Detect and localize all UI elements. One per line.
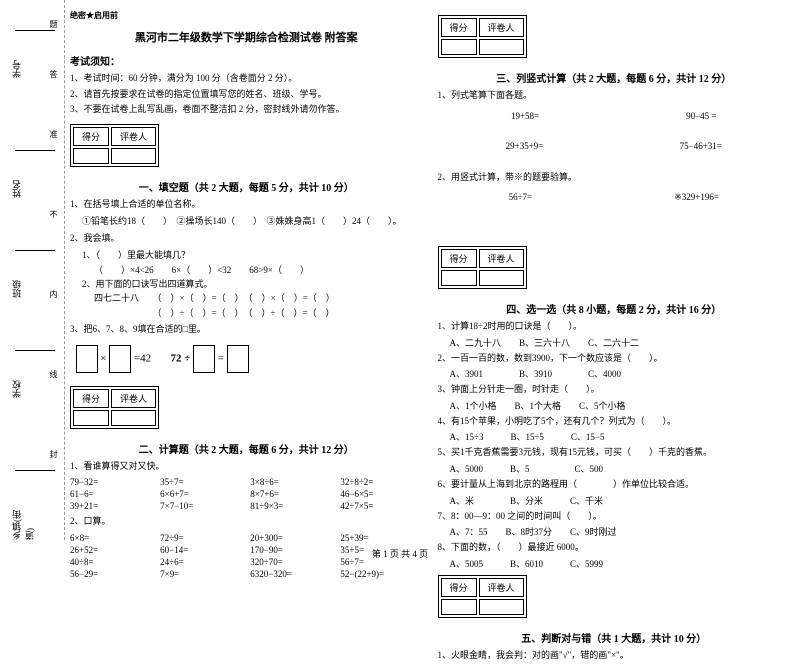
seal-char: 线 — [48, 370, 59, 378]
page-footer: 第 1 页 共 4 页 — [0, 547, 800, 560]
choice-options: A、7：55 B、8时37分 C、9时刚过 — [450, 525, 791, 538]
choice-list: 1、计算18÷2时用的口诀是（ ）。 A、二九十八 B、三六十八 C、二六十二 2、… — [438, 320, 791, 570]
score-box: 得分 评卷人 — [438, 15, 527, 58]
reviewer-label: 评卷人 — [111, 127, 156, 146]
seal-char: 准 — [48, 130, 59, 138]
choice-question: 5、买1千克香蕉需要3元钱，现有15元钱，可买（ ）千克的香蕉。 — [438, 446, 791, 459]
score-label: 得分 — [441, 18, 477, 37]
seal-char: 内 — [48, 290, 59, 298]
section-5-title: 五、判断对与错（共 1 大题，共计 10 分） — [438, 630, 791, 645]
binding-label-name: 姓名 — [10, 180, 23, 198]
binding-field — [15, 470, 55, 471]
choice-options: A、二九十八 B、三六十八 C、二六十二 — [450, 336, 791, 349]
seal-char: 答 — [48, 70, 59, 78]
score-box: 得分 评卷人 — [438, 575, 527, 618]
fill-box — [76, 345, 98, 373]
seal-char: 封 — [48, 450, 59, 458]
binding-label-class: 班级 — [10, 280, 23, 298]
binding-label-township: 乡镇(街道) — [10, 500, 36, 540]
notice-title: 考试须知： — [70, 53, 423, 68]
choice-options: A、15÷3 B、15÷5 C、15−5 — [450, 430, 791, 443]
section-2-title: 二、计算题（共 2 大题，每题 6 分，共计 12 分） — [70, 441, 423, 456]
q5-1: 1、火眼金睛，我会判：对的画"√"，错的画"×"。 — [438, 649, 791, 663]
seal-char: 不 — [48, 210, 59, 218]
choice-options: A、1个小格 B、1个大格 C、5个小格 — [450, 399, 791, 412]
notice-item: 1、考试时间：60 分钟，满分为 100 分（含卷面分 2 分）。 — [70, 72, 423, 85]
q3-1: 1、列式笔算下面各题。 — [438, 89, 791, 103]
fill-box — [227, 345, 249, 373]
fill-box — [109, 345, 131, 373]
q1-3: 3、把6、7、8、9填在合适的□里。 — [70, 323, 423, 337]
fill-box — [193, 345, 215, 373]
q2-1: 1、看谁算得又对又快。 — [70, 460, 423, 474]
q1-1: 1、在括号填上合适的单位名称。 — [70, 198, 423, 212]
choice-question: 7、8：00—9：00 之间的时间叫（ ）。 — [438, 510, 791, 523]
reviewer-label: 评卷人 — [479, 18, 524, 37]
calc-grid-1: 79−32=35÷7=3×8÷6=32÷8÷2= 61−6=6×6+7=8×7+… — [70, 477, 423, 511]
choice-question: 3、钟面上分针走一圈，时针走（ ）。 — [438, 383, 791, 396]
notice-item: 2、请首先按要求在试卷的指定位置填写您的姓名、班级、学号。 — [70, 88, 423, 101]
choice-options: A、3901 B、3910 C、4000 — [450, 367, 791, 380]
binding-field — [15, 250, 55, 251]
q2-2: 2、口算。 — [70, 515, 423, 529]
section-3-title: 三、列竖式计算（共 2 大题，每题 6 分，共计 12 分） — [438, 70, 791, 85]
q1-1-sub: ①铅笔长约18（ ） ②操场长140（ ） ③姝姝身高1（ ）24（ ）。 — [82, 214, 423, 228]
score-box: 得分 评卷人 — [438, 246, 527, 289]
reviewer-label: 评卷人 — [111, 389, 156, 408]
section-1-title: 一、填空题（共 2 大题，每题 5 分，共计 10 分） — [70, 179, 423, 194]
q1-2-1a: （ ）×4<26 6×（ ）<32 68>9×（ ） — [94, 263, 423, 277]
exam-title: 黑河市二年级数学下学期综合检测试卷 附答案 — [70, 29, 423, 45]
choice-options: A、米 B、分米 C、千米 — [450, 494, 791, 507]
box-equation: × =42 72 ÷ = — [70, 345, 423, 373]
binding-label-id: 学号 — [10, 60, 23, 78]
score-label: 得分 — [73, 127, 109, 146]
vertical-calc-row: 56÷7= ※329+196= — [438, 192, 791, 203]
q3-2: 2、用竖式计算，带※的题要验算。 — [438, 171, 791, 185]
reviewer-label: 评卷人 — [479, 578, 524, 597]
binding-field — [15, 350, 55, 351]
page-content: 绝密★启用前 黑河市二年级数学下学期综合检测试卷 附答案 考试须知： 1、考试时… — [70, 10, 790, 665]
vertical-calc-row: 29+35+9= 75−46+31= — [438, 141, 791, 151]
q1-2: 2、我会填。 — [70, 232, 423, 246]
binding-label-school: 学校 — [10, 380, 23, 398]
binding-edge: 乡镇(街道) 学校 班级 姓名 学号 封 线 内 不 准 答 题 — [0, 0, 65, 540]
section-4-title: 四、选一选（共 8 小题，每题 2 分，共计 16 分） — [438, 301, 791, 316]
binding-field — [15, 150, 55, 151]
q1-2-2a: 四七二十八 （ ）×（ ）=（ ） （ ）×（ ）=（ ） — [94, 291, 423, 305]
score-box: 得分 评卷人 — [70, 124, 159, 167]
binding-field — [15, 30, 55, 31]
choice-question: 2、一百一百的数，数到3900，下一个数应该是（ ）。 — [438, 352, 791, 365]
choice-question: 1、计算18÷2时用的口诀是（ ）。 — [438, 320, 791, 333]
left-column: 绝密★启用前 黑河市二年级数学下学期综合检测试卷 附答案 考试须知： 1、考试时… — [70, 10, 423, 665]
notice-item: 3、不要在试卷上乱写乱画，卷面不整洁扣 2 分，密封线外请勿作答。 — [70, 103, 423, 116]
choice-question: 4、有15个苹果，小明吃了5个，还有几个？列式为（ ）。 — [438, 415, 791, 428]
score-label: 得分 — [73, 389, 109, 408]
confidential-mark: 绝密★启用前 — [70, 10, 423, 21]
right-column: 得分 评卷人 三、列竖式计算（共 2 大题，每题 6 分，共计 12 分） 1、… — [438, 10, 791, 665]
choice-options: A、5000 B、5 C、500 — [450, 462, 791, 475]
vertical-calc-row: 19+58= 90−45 = — [438, 111, 791, 121]
q1-2-2: 2、用下面的口诀写出四道算式。 — [82, 277, 423, 291]
reviewer-label: 评卷人 — [479, 249, 524, 268]
score-label: 得分 — [441, 249, 477, 268]
score-box: 得分 评卷人 — [70, 386, 159, 429]
choice-question: 6、要计量从上海到北京的路程用（ ）作单位比较合适。 — [438, 478, 791, 491]
seal-char: 题 — [48, 20, 59, 28]
score-label: 得分 — [441, 578, 477, 597]
q1-2-1: 1、（ ）里最大能填几？ — [82, 248, 423, 262]
q1-2-2b: （ ）÷（ ）=（ ） （ ）÷（ ）=（ ） — [94, 306, 423, 320]
